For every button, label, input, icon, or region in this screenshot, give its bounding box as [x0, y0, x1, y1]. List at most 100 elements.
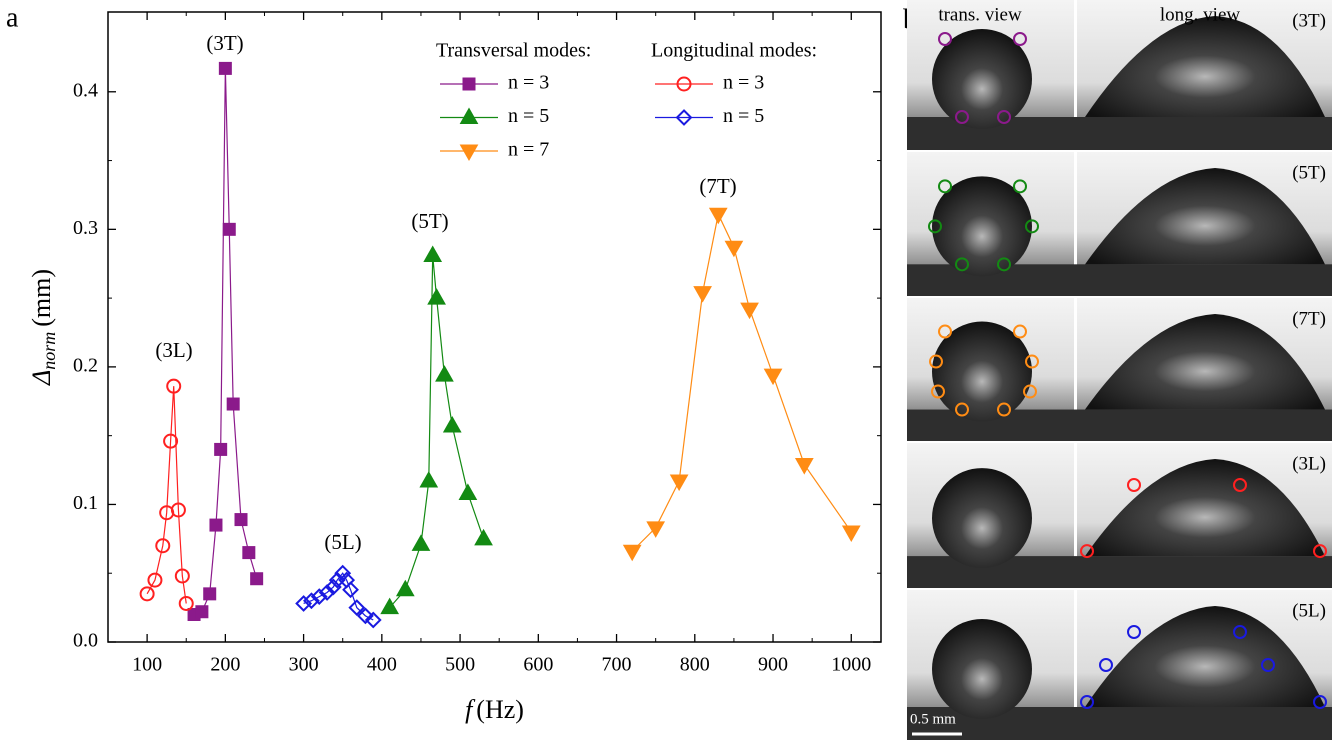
- droplet: [1085, 16, 1325, 117]
- photo-marker: [1025, 354, 1039, 369]
- marker: [427, 288, 446, 305]
- photo-marker: [928, 219, 942, 234]
- x-axis-unit: (Hz): [476, 695, 524, 724]
- y-axis-subscript: norm: [39, 332, 59, 370]
- marker: [841, 525, 861, 542]
- row-label: (7T): [1292, 308, 1326, 329]
- marker: [459, 144, 479, 162]
- x-tick-label: 800: [680, 654, 710, 676]
- legend-label: n = 3: [508, 72, 549, 94]
- photo-marker: [997, 110, 1011, 124]
- series-line: [389, 255, 485, 609]
- marker: [411, 534, 431, 551]
- x-tick-label: 200: [210, 654, 240, 676]
- view-header: trans. view: [938, 4, 1022, 25]
- marker: [442, 416, 462, 433]
- marker: [693, 286, 712, 303]
- marker: [218, 61, 232, 75]
- photo-marker: [1261, 658, 1275, 672]
- x-tick-label: 400: [367, 654, 397, 676]
- marker: [708, 207, 728, 225]
- marker: [170, 502, 186, 518]
- y-tick-label: 0.3: [73, 217, 98, 239]
- marker: [435, 365, 454, 382]
- marker: [364, 611, 382, 629]
- marker: [310, 588, 328, 606]
- marker: [423, 245, 443, 262]
- marker: [250, 572, 264, 586]
- photo-marker: [955, 402, 969, 417]
- series-line: [631, 212, 852, 552]
- photo-marker: [1013, 324, 1027, 339]
- plot-frame: [107, 11, 882, 643]
- legend-title: Longitudinal modes:: [651, 40, 817, 62]
- marker: [740, 302, 759, 320]
- marker: [209, 518, 223, 532]
- y-tick-label: 0.4: [73, 79, 98, 101]
- y-axis-symbol: Δ: [27, 370, 56, 386]
- droplet: [932, 619, 1032, 719]
- marker: [234, 513, 248, 527]
- marker: [356, 607, 374, 625]
- photo-marker: [1080, 544, 1094, 559]
- marker: [724, 240, 744, 258]
- y-tick-label: 0.1: [73, 492, 98, 514]
- marker: [462, 77, 476, 91]
- photo-marker: [938, 179, 952, 194]
- legend-label: n = 7: [508, 139, 549, 161]
- photo-marker: [1023, 384, 1037, 399]
- photo-marker: [1127, 478, 1141, 492]
- marker: [419, 471, 439, 488]
- droplet: [932, 29, 1032, 129]
- annotation: (5T): [411, 209, 448, 233]
- marker: [675, 109, 693, 126]
- x-tick-label: 500: [445, 654, 475, 676]
- y-axis-label: Δnorm (mm): [27, 269, 59, 386]
- legend-label: n = 5: [508, 105, 549, 127]
- marker: [147, 572, 163, 588]
- y-tick-label: 0.2: [73, 354, 98, 376]
- annotation: (7T): [699, 174, 736, 198]
- marker: [348, 599, 366, 617]
- marker: [295, 595, 313, 612]
- photo-marker: [1233, 478, 1247, 492]
- marker: [214, 442, 228, 456]
- y-axis-unit: (mm): [27, 269, 56, 327]
- annotation: (5L): [324, 530, 361, 554]
- photo-marker: [1313, 695, 1327, 709]
- photo-marker: [1099, 658, 1113, 672]
- photo-marker: [1080, 695, 1094, 709]
- marker: [178, 595, 194, 611]
- y-tick-label: 0.0: [73, 630, 98, 652]
- row-label: (3T): [1292, 10, 1326, 31]
- marker: [622, 544, 642, 562]
- droplet: [1085, 606, 1325, 707]
- marker: [669, 474, 689, 492]
- photo-marker: [931, 384, 945, 399]
- marker: [474, 528, 493, 546]
- marker: [242, 546, 256, 560]
- droplet: [1085, 168, 1325, 265]
- droplet: [1085, 459, 1325, 557]
- photo-marker: [1013, 32, 1027, 46]
- marker: [334, 564, 352, 582]
- x-tick-label: 900: [758, 654, 788, 676]
- x-tick-label: 300: [289, 654, 319, 676]
- photo-marker: [1025, 219, 1039, 234]
- marker: [324, 578, 342, 596]
- panel-label: a: [6, 2, 19, 33]
- marker: [380, 597, 400, 615]
- marker: [318, 584, 336, 601]
- marker: [203, 587, 217, 601]
- annotation: (3L): [155, 338, 192, 362]
- photo-marker: [1313, 544, 1327, 559]
- marker: [794, 458, 814, 475]
- photo-marker: [955, 110, 969, 124]
- series-line: [193, 68, 258, 616]
- marker: [195, 605, 209, 619]
- photo-marker: [929, 354, 943, 369]
- marker: [646, 521, 666, 538]
- x-axis-label: f (Hz): [465, 695, 524, 724]
- x-axis-symbol: f: [465, 695, 476, 724]
